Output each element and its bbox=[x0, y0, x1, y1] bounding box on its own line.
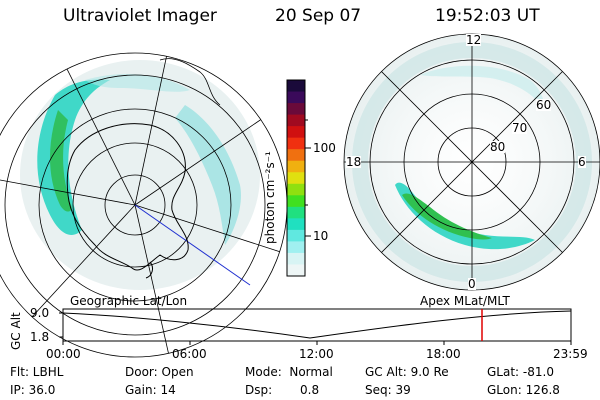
timeline-xtick-1800: 18:00 bbox=[426, 347, 461, 361]
instrument-title: Ultraviolet Imager bbox=[63, 6, 217, 26]
polar-plot bbox=[343, 33, 600, 291]
time-label: 19:52:03 UT bbox=[435, 6, 540, 26]
info-glon: GLon: 126.8 bbox=[487, 383, 560, 397]
timeline-xtick-1200: 12:00 bbox=[299, 347, 334, 361]
continent-outline bbox=[66, 123, 189, 271]
colorbar-segment bbox=[287, 172, 305, 185]
auroral-oval-north bbox=[85, 74, 190, 92]
colorbar-segment bbox=[287, 229, 305, 242]
timeline-xtick-0000: 00:00 bbox=[46, 347, 81, 361]
colorbar-segment bbox=[287, 80, 305, 93]
colorbar-segment bbox=[287, 91, 305, 104]
info-dsp-label: Dsp: bbox=[245, 383, 273, 397]
timeline-ytick-9: 9.0 bbox=[30, 306, 50, 320]
colorbar-segment bbox=[287, 103, 305, 116]
polar-lat-60: 60 bbox=[536, 98, 552, 112]
polar-label-6: 6 bbox=[578, 155, 586, 169]
auroral-oval-core bbox=[50, 110, 72, 212]
timeline-xtick-0600: 06:00 bbox=[172, 347, 207, 361]
coastline-north bbox=[159, 58, 221, 106]
polar-auroral-core bbox=[402, 193, 492, 240]
colorbar-segment bbox=[287, 137, 305, 150]
info-seq: Seq: 39 bbox=[365, 383, 411, 397]
colorbar-unit: photon cm⁻²s⁻¹ bbox=[263, 151, 277, 244]
colorbar-segment bbox=[287, 218, 305, 231]
timeline-right-label: Apex MLat/MLT bbox=[420, 294, 510, 308]
polar-label-12: 12 bbox=[466, 33, 482, 47]
colorbar-segment bbox=[287, 264, 305, 277]
colorbar-segment bbox=[287, 126, 305, 139]
polar-label-0: 0 bbox=[468, 277, 476, 291]
colorbar-tick-100: 100 bbox=[313, 141, 336, 155]
polar-lat-70: 70 bbox=[512, 121, 528, 135]
colorbar-segment bbox=[287, 206, 305, 219]
colorbar-segment bbox=[287, 149, 305, 162]
polar-lat-80: 80 bbox=[490, 140, 506, 154]
info-gc-alt: GC Alt: 9.0 Re bbox=[365, 365, 449, 379]
info-ip: IP: 36.0 bbox=[10, 383, 56, 397]
date-label: 20 Sep 07 bbox=[275, 6, 362, 26]
colorbar bbox=[287, 80, 305, 277]
timeline-ytick-1-8: 1.8 bbox=[30, 330, 50, 344]
colorbar-segment bbox=[287, 241, 305, 254]
geographic-map bbox=[0, 52, 288, 358]
colorbar-tick-10: 10 bbox=[313, 229, 329, 243]
info-dsp-value: 0.8 bbox=[300, 383, 320, 397]
altitude-timeline bbox=[59, 308, 572, 345]
info-gain: Gain: 14 bbox=[125, 383, 176, 397]
info-glat: GLat: -81.0 bbox=[487, 365, 554, 379]
colorbar-segment bbox=[287, 252, 305, 265]
timeline-left-label: Geographic Lat/Lon bbox=[70, 294, 188, 308]
colorbar-segment bbox=[287, 183, 305, 196]
auroral-oval-west bbox=[37, 79, 110, 235]
colorbar-segment bbox=[287, 114, 305, 127]
polar-label-18: 18 bbox=[346, 155, 362, 169]
info-mode: Mode: Normal bbox=[245, 365, 333, 379]
info-filter: Flt: LBHL bbox=[10, 365, 64, 379]
colorbar-segment bbox=[287, 195, 305, 208]
info-door: Door: Open bbox=[125, 365, 194, 379]
timeline-axis-title: GC Alt bbox=[9, 312, 23, 350]
altitude-curve bbox=[62, 310, 572, 339]
timeline-xtick-2359: 23:59 bbox=[553, 347, 588, 361]
auroral-oval-east bbox=[175, 105, 241, 245]
colorbar-segment bbox=[287, 160, 305, 173]
